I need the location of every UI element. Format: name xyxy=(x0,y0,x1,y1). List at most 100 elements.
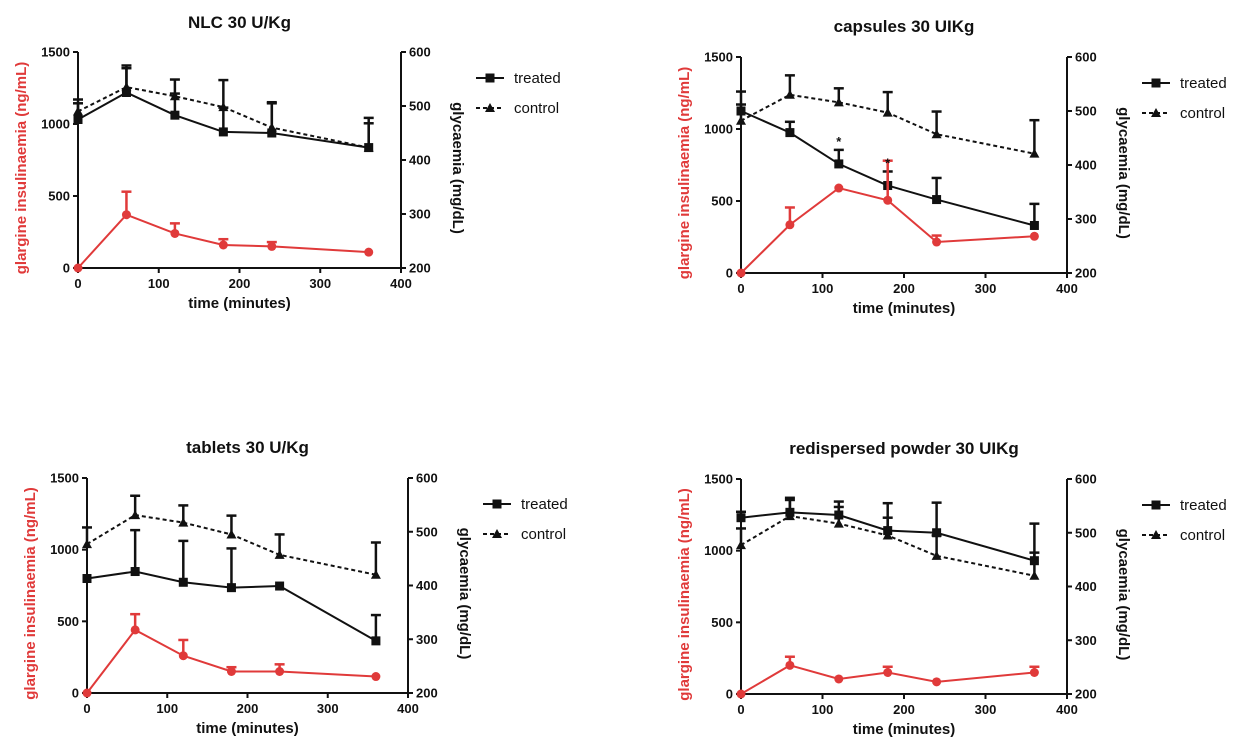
control-point xyxy=(1029,570,1040,580)
control-point xyxy=(784,89,795,99)
panel-2: capsules 30 UIKg 0 100 200 300 400 0 500 1000 150… xyxy=(676,17,1227,317)
control-point xyxy=(274,549,285,559)
y-right-tick-label: 600 xyxy=(416,471,438,486)
x-tick-label: 300 xyxy=(975,702,997,717)
y-right-tick-label: 200 xyxy=(1075,266,1097,281)
legend-control-label: control xyxy=(521,526,566,543)
treated-point xyxy=(736,513,746,523)
y-left-axis-label: glargine insulinaemia (ng/mL) xyxy=(13,62,30,275)
insulin-point xyxy=(170,228,180,238)
y-left-tick-label: 1000 xyxy=(704,543,733,558)
x-tick-label: 0 xyxy=(737,702,744,717)
x-tick-label: 300 xyxy=(309,276,331,291)
treated-point xyxy=(121,88,131,97)
legend-treated-label: treated xyxy=(1180,497,1227,514)
treated-point xyxy=(932,528,942,538)
y-right-tick-label: 400 xyxy=(409,153,431,168)
insulin-point xyxy=(178,651,188,661)
control-point xyxy=(931,129,942,139)
x-tick-label: 100 xyxy=(812,702,834,717)
x-axis-label: time (minutes) xyxy=(853,721,956,738)
y-right-tick-label: 300 xyxy=(416,632,438,647)
x-tick-label: 100 xyxy=(156,701,178,716)
x-tick-label: 200 xyxy=(893,702,915,717)
y-left-tick-label: 500 xyxy=(48,189,70,204)
legend-control-marker xyxy=(492,529,502,538)
y-right-tick-label: 200 xyxy=(416,686,438,701)
insulin-point xyxy=(364,247,374,257)
y-right-tick-label: 500 xyxy=(416,524,438,539)
treated-point xyxy=(785,507,795,517)
y-left-tick-label: 0 xyxy=(63,261,70,276)
panel-1: NLC 30 U/Kg 0 100 200 300 400 0 500 1000 1500 200 3… xyxy=(13,13,561,312)
x-tick-label: 200 xyxy=(893,281,915,296)
insulin-line xyxy=(77,213,369,269)
y-left-tick-label: 1500 xyxy=(50,471,79,486)
treated-point xyxy=(73,115,83,124)
y-right-axis-label: glycaemia (mg/dL) xyxy=(1115,529,1132,661)
y-left-tick-label: 0 xyxy=(726,266,733,281)
x-tick-label: 100 xyxy=(148,276,170,291)
insulin-point xyxy=(883,195,893,205)
y-left-tick-label: 1500 xyxy=(704,472,733,487)
y-right-tick-label: 300 xyxy=(409,207,431,222)
legend-control-label: control xyxy=(1180,105,1225,122)
y-right-tick-label: 600 xyxy=(409,45,431,60)
insulin-point xyxy=(130,625,140,635)
control-point xyxy=(178,517,189,527)
y-left-tick-label: 1000 xyxy=(50,542,79,557)
y-left-tick-label: 500 xyxy=(711,615,733,630)
x-tick-label: 100 xyxy=(812,281,834,296)
treated-point xyxy=(371,636,381,646)
y-right-tick-label: 500 xyxy=(1075,525,1097,540)
insulin-point xyxy=(834,183,844,193)
legend-control-label: control xyxy=(514,100,559,117)
y-right-tick-label: 500 xyxy=(409,99,431,114)
y-right-tick-label: 600 xyxy=(1075,472,1097,487)
y-left-tick-label: 500 xyxy=(711,194,733,209)
y-right-tick-label: 400 xyxy=(1075,158,1097,173)
legend-treated-label: treated xyxy=(1180,75,1227,92)
control-point xyxy=(931,550,942,560)
y-left-tick-label: 1000 xyxy=(41,117,70,132)
control-point xyxy=(833,97,844,107)
legend: treated control xyxy=(1142,75,1227,122)
y-left-tick-label: 1000 xyxy=(704,122,733,137)
control-point xyxy=(1029,148,1040,158)
y-right-axis-label: glycaemia (mg/dL) xyxy=(456,528,473,660)
insulin-point xyxy=(1029,231,1039,241)
y-right-tick-label: 200 xyxy=(1075,687,1097,702)
treated-line xyxy=(740,110,1035,227)
treated-point xyxy=(834,510,844,520)
treated-point xyxy=(364,143,374,153)
insulin-point xyxy=(267,241,277,251)
x-tick-label: 0 xyxy=(737,281,744,296)
insulin-line xyxy=(86,628,376,694)
y-right-tick-label: 400 xyxy=(1075,579,1097,594)
x-tick-label: 0 xyxy=(74,276,81,291)
x-tick-label: 400 xyxy=(397,701,419,716)
y-left-axis-label: glargine insulinaemia (ng/mL) xyxy=(676,488,693,701)
legend: treated control xyxy=(1142,497,1227,544)
insulin-point xyxy=(932,237,942,247)
treated-line xyxy=(77,91,369,149)
insulin-point xyxy=(371,672,381,682)
insulin-point xyxy=(218,240,228,250)
control-point xyxy=(226,529,237,539)
legend-treated-marker xyxy=(485,73,495,83)
control-line xyxy=(740,515,1035,577)
legend-treated-marker xyxy=(1151,500,1161,510)
x-tick-label: 200 xyxy=(229,276,251,291)
control-line xyxy=(86,514,377,576)
y-left-tick-label: 500 xyxy=(57,614,79,629)
treated-point xyxy=(1029,556,1039,566)
y-right-tick-label: 600 xyxy=(1075,50,1097,65)
legend-treated-marker xyxy=(1151,78,1161,88)
insulin-point xyxy=(785,220,795,230)
panel-3: tablets 30 U/Kg 0 100 200 300 400 0 500 1000 1500… xyxy=(22,438,568,737)
control-point xyxy=(736,115,746,125)
chart-title: NLC 30 U/Kg xyxy=(188,13,291,32)
legend-control-label: control xyxy=(1180,527,1225,544)
insulin-point xyxy=(82,688,92,698)
insulin-point xyxy=(226,667,236,676)
